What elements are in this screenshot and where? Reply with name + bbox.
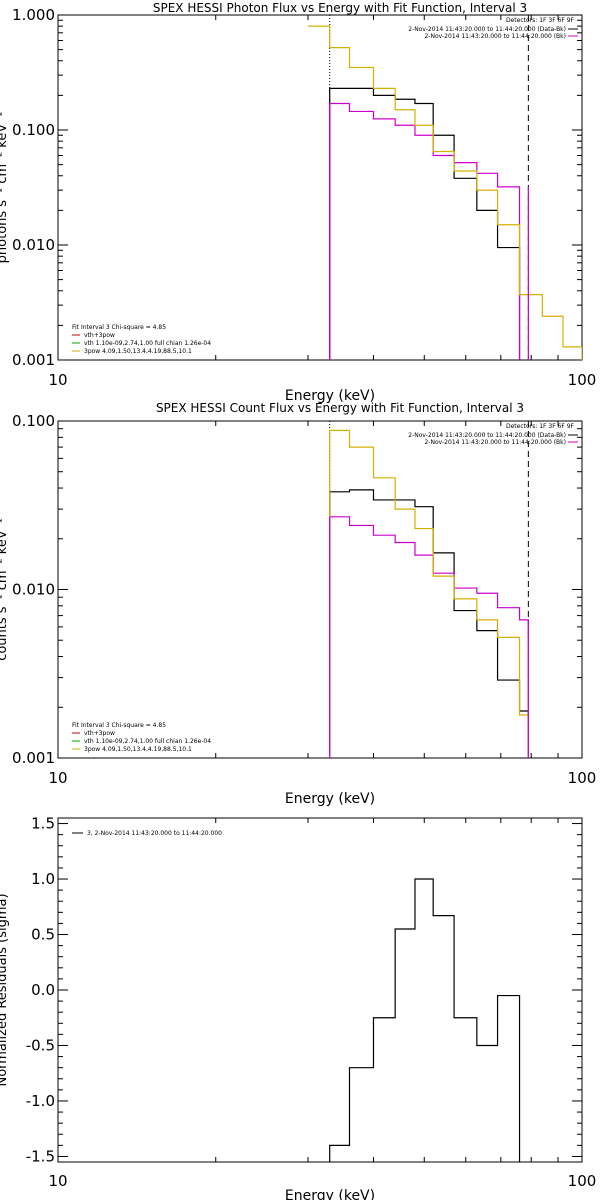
data-layer bbox=[329, 878, 521, 1162]
y-tick-label: -1.0 bbox=[26, 1092, 55, 1110]
detectors-label: Detectors: 1F 3F 6F 9F bbox=[506, 17, 575, 24]
y-tick-label: 0.010 bbox=[12, 581, 55, 599]
y-tick-label: -0.5 bbox=[26, 1036, 55, 1054]
y-tick-label: 0.001 bbox=[12, 351, 55, 369]
series-3-step bbox=[329, 429, 529, 758]
legend-right-entry: 2-Nov-2014 11:43:20.000 to 11:44:20.000 … bbox=[424, 33, 566, 40]
x-tick-label: 10 bbox=[48, 371, 67, 389]
series-1-step bbox=[329, 878, 521, 1162]
data-layer bbox=[308, 15, 582, 360]
plot-frame bbox=[57, 14, 583, 361]
plot-frame bbox=[57, 420, 583, 759]
legend-left-entry: vth 1.10e-09,2.74,1.00 full chian 1.26e-… bbox=[84, 340, 211, 347]
y-axis-label: counts s⁻¹ cm⁻² keV⁻¹ bbox=[0, 518, 10, 661]
chart-title: SPEX HESSI Photon Flux vs Energy with Fi… bbox=[153, 1, 527, 15]
chart-title: SPEX HESSI Count Flux vs Energy with Fit… bbox=[156, 401, 524, 415]
legend-left-entry: 3pow 4.09,1.50,13.4,4.19,88.5,10.1 bbox=[84, 746, 192, 753]
data-layer bbox=[329, 421, 529, 758]
y-tick-label: 1.0 bbox=[31, 870, 55, 888]
x-axis: 10 100 bbox=[48, 15, 596, 389]
y-axis: 1.5 1.0 0.5 0.0 -0.5 -1.0 -1.5 bbox=[26, 815, 582, 1165]
legend-right-entry: 2-Nov-2014 11:43:20.000 to 11:44:20.000 … bbox=[408, 432, 566, 439]
chart-2: SPEX HESSI Count Flux vs Energy with Fit… bbox=[0, 401, 596, 807]
x-tick-label: 100 bbox=[568, 769, 597, 787]
x-tick-label: 100 bbox=[568, 371, 597, 389]
y-tick-label: 0.010 bbox=[12, 236, 55, 254]
y-tick-label: 1.000 bbox=[12, 6, 55, 24]
series-1-step bbox=[329, 489, 529, 758]
legend-left-entry: vth+3pow bbox=[84, 332, 115, 339]
fit-info-label: Fit Interval 3 Chi-square = 4.85 bbox=[72, 324, 166, 331]
legend-left-entry: 3, 2-Nov-2014 11:43:20.000 to 11:44:20.0… bbox=[87, 830, 222, 837]
x-tick-label: 100 bbox=[568, 1172, 597, 1190]
x-axis: 10 100 bbox=[48, 818, 596, 1190]
chart-3: 10 100 Energy (keV) 1.5 1.0 0.5 0.0 -0.5 -1.0 -1.… bbox=[0, 815, 596, 1200]
x-tick-label: 10 bbox=[48, 1172, 67, 1190]
fit-info-label: Fit Interval 3 Chi-square = 4.85 bbox=[72, 722, 166, 729]
y-axis: 1.000 0.100 0.010 0.001 bbox=[12, 6, 582, 369]
x-tick-label: 10 bbox=[48, 769, 67, 787]
chart-1: SPEX HESSI Photon Flux vs Energy with Fi… bbox=[0, 1, 596, 404]
y-tick-label: 0.100 bbox=[12, 412, 55, 430]
legend-left-entry: vth 1.10e-09,2.74,1.00 full chian 1.26e-… bbox=[84, 738, 211, 745]
x-axis: 10 100 bbox=[48, 421, 596, 787]
x-axis-label: Energy (keV) bbox=[285, 388, 375, 404]
y-tick-label: 0.0 bbox=[31, 981, 55, 999]
detectors-label: Detectors: 1F 3F 6F 9F bbox=[506, 423, 575, 430]
legend-left-entry: vth+3pow bbox=[84, 730, 115, 737]
series-2-step bbox=[329, 102, 521, 360]
y-axis-label: photons s⁻¹ cm⁻² keV⁻¹ bbox=[0, 112, 10, 264]
series-1-step bbox=[329, 87, 521, 360]
x-axis-label: Energy (keV) bbox=[285, 791, 375, 807]
y-axis: 0.100 0.010 0.001 bbox=[12, 412, 582, 767]
series-3-step bbox=[308, 25, 582, 360]
y-tick-label: 1.5 bbox=[31, 815, 55, 833]
y-tick-label: -1.5 bbox=[26, 1147, 55, 1165]
legend-right-entry: 2-Nov-2014 11:43:20.000 to 11:44:20.000 … bbox=[408, 26, 566, 33]
legend-right-entry: 2-Nov-2014 11:43:20.000 to 11:44:20.000 … bbox=[424, 439, 566, 446]
plot-frame bbox=[57, 817, 583, 1163]
y-axis-label: Normalized Residuals (sigma) bbox=[0, 893, 10, 1086]
x-axis-label: Energy (keV) bbox=[285, 1188, 375, 1200]
y-tick-label: 0.5 bbox=[31, 926, 55, 944]
legend-left-entry: 3pow 4.09,1.50,13.4,4.19,88.5,10.1 bbox=[84, 348, 192, 355]
y-tick-label: 0.100 bbox=[12, 121, 55, 139]
y-tick-label: 0.001 bbox=[12, 749, 55, 767]
